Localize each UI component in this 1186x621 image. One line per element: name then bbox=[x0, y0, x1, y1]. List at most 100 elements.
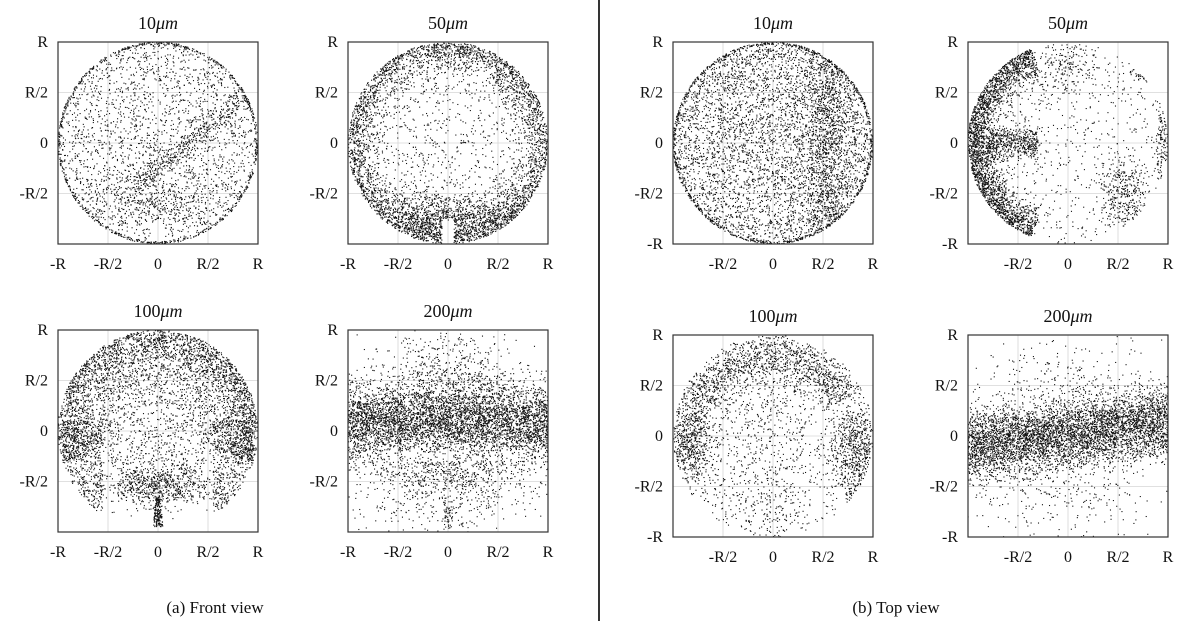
scatter-point bbox=[484, 234, 486, 236]
scatter-point bbox=[468, 66, 470, 69]
scatter-point bbox=[199, 221, 201, 223]
scatter-point bbox=[127, 156, 129, 158]
scatter-point bbox=[117, 169, 119, 172]
scatter-point bbox=[184, 190, 186, 192]
scatter-point bbox=[176, 132, 178, 134]
scatter-point bbox=[537, 111, 539, 114]
scatter-point bbox=[149, 157, 151, 160]
scatter-point bbox=[471, 216, 473, 218]
scatter-point bbox=[423, 238, 425, 240]
scatter-point bbox=[171, 120, 173, 122]
scatter-point bbox=[108, 62, 110, 64]
scatter-point bbox=[210, 65, 212, 67]
scatter-point bbox=[121, 217, 123, 219]
scatter-point bbox=[505, 65, 507, 67]
scatter-point bbox=[352, 159, 354, 161]
scatter-point bbox=[481, 57, 483, 59]
scatter-point bbox=[514, 217, 516, 219]
scatter-point bbox=[209, 140, 212, 142]
scatter-point bbox=[110, 192, 112, 194]
scatter-point bbox=[365, 97, 367, 99]
scatter-point bbox=[213, 224, 215, 226]
scatter-point bbox=[386, 70, 388, 72]
scatter-point bbox=[200, 134, 202, 136]
scatter-point bbox=[503, 76, 505, 78]
scatter-point bbox=[199, 219, 201, 221]
scatter-point bbox=[168, 223, 170, 225]
scatter-point bbox=[205, 223, 207, 225]
scatter-point bbox=[215, 110, 217, 112]
scatter-point bbox=[399, 68, 401, 70]
scatter-point bbox=[511, 106, 513, 108]
scatter-point bbox=[170, 202, 172, 205]
scatter-point bbox=[520, 84, 522, 86]
scatter-point bbox=[150, 44, 152, 46]
scatter-point bbox=[216, 99, 218, 101]
scatter-point bbox=[239, 198, 241, 200]
scatter-point bbox=[165, 202, 167, 205]
scatter-point bbox=[448, 62, 450, 64]
scatter-point bbox=[252, 145, 254, 147]
scatter-point bbox=[135, 191, 138, 193]
scatter-point bbox=[140, 139, 142, 141]
scatter-point bbox=[105, 60, 108, 62]
scatter-point bbox=[488, 63, 490, 65]
scatter-point bbox=[133, 75, 135, 77]
scatter-point bbox=[212, 187, 214, 189]
scatter-point bbox=[143, 201, 145, 203]
scatter-point bbox=[362, 163, 365, 166]
scatter-point bbox=[421, 66, 423, 68]
scatter-point bbox=[195, 100, 197, 102]
scatter-point bbox=[209, 124, 211, 126]
scatter-point bbox=[546, 133, 548, 135]
scatter-point bbox=[118, 67, 121, 69]
scatter-point bbox=[180, 45, 182, 47]
scatter-point bbox=[92, 94, 94, 96]
scatter-point bbox=[188, 141, 191, 143]
scatter-point bbox=[127, 237, 129, 239]
scatter-point bbox=[58, 133, 60, 135]
scatter-point bbox=[519, 79, 521, 81]
scatter-point bbox=[138, 209, 140, 211]
scatter-point bbox=[502, 86, 504, 88]
scatter-point bbox=[199, 73, 201, 75]
scatter-point bbox=[142, 172, 144, 174]
scatter-point bbox=[116, 194, 119, 196]
scatter-point bbox=[212, 112, 214, 114]
scatter-point bbox=[539, 164, 542, 166]
scatter-point bbox=[460, 225, 462, 227]
scatter-point bbox=[100, 90, 102, 92]
scatter-point bbox=[530, 190, 532, 192]
scatter-point bbox=[199, 166, 201, 168]
scatter-point bbox=[72, 92, 74, 94]
scatter-point bbox=[220, 82, 222, 84]
scatter-point bbox=[201, 188, 204, 190]
scatter-point bbox=[141, 43, 143, 45]
scatter-point bbox=[385, 97, 387, 99]
scatter-point bbox=[146, 132, 148, 134]
scatter-point bbox=[239, 191, 241, 193]
scatter-point bbox=[97, 173, 99, 175]
scatter-point bbox=[105, 57, 107, 59]
scatter-point bbox=[177, 45, 179, 47]
scatter-point bbox=[59, 147, 61, 149]
scatter-point bbox=[513, 170, 515, 172]
scatter-point bbox=[406, 65, 408, 67]
scatter-point bbox=[230, 176, 232, 178]
scatter-point bbox=[108, 208, 110, 210]
scatter-point bbox=[242, 95, 245, 97]
scatter-point bbox=[220, 99, 222, 101]
scatter-point bbox=[385, 166, 387, 168]
scatter-point bbox=[209, 222, 211, 224]
scatter-point bbox=[69, 99, 71, 101]
scatter-point bbox=[234, 120, 236, 122]
scatter-point bbox=[126, 230, 128, 232]
scatter-point bbox=[394, 60, 396, 62]
scatter-point bbox=[209, 210, 211, 212]
scatter-point bbox=[198, 173, 200, 175]
scatter-point bbox=[527, 157, 530, 159]
scatter-point bbox=[60, 163, 62, 165]
scatter-point bbox=[373, 188, 375, 190]
scatter-point bbox=[193, 195, 195, 197]
scatter-point bbox=[198, 130, 200, 132]
